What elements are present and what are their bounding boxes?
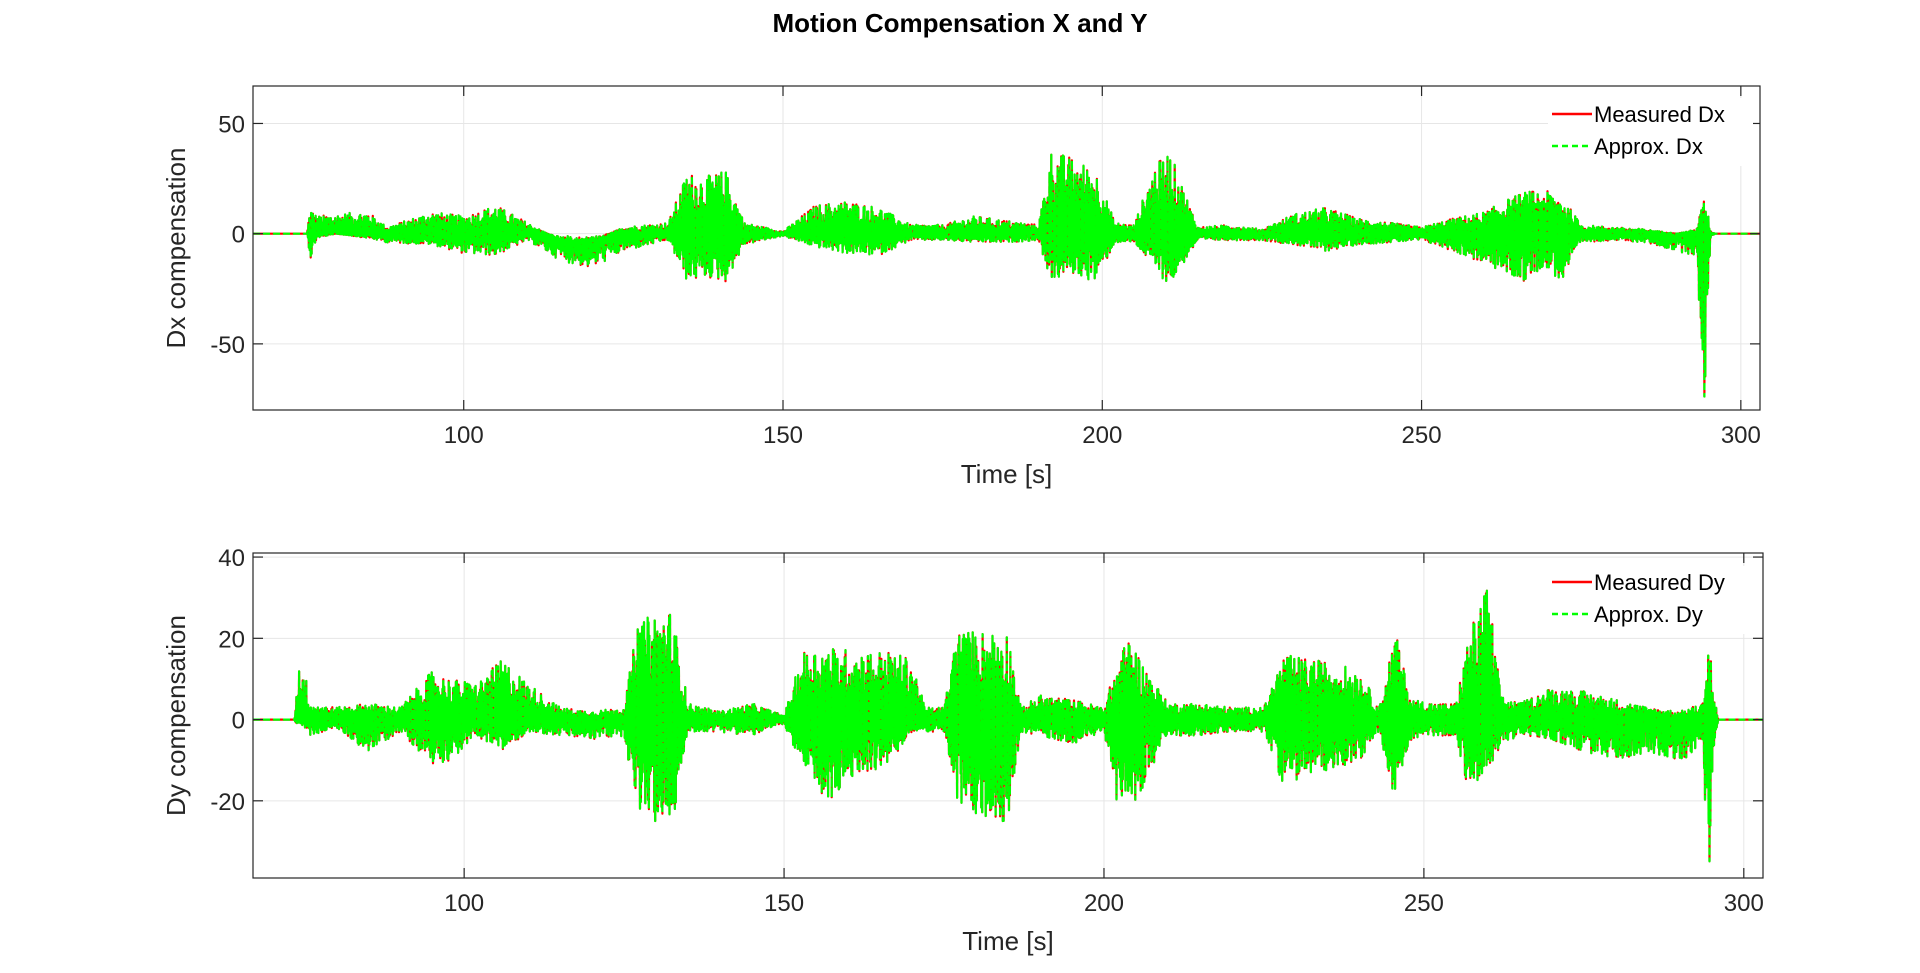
x-axis-label-dx: Time [s] xyxy=(961,459,1052,489)
legend-label-measured-dy: Measured Dy xyxy=(1594,570,1725,595)
x-tick-label: 250 xyxy=(1404,890,1444,917)
series-line-approx xyxy=(252,153,1761,398)
y-axis-label-dy: Dy compensation xyxy=(161,615,191,816)
x-tick-label: 300 xyxy=(1724,890,1764,917)
legend-label-measured-dx: Measured Dx xyxy=(1594,102,1725,127)
legend-dx: Measured Dx Approx. Dx xyxy=(1548,98,1753,166)
x-tick-label: 300 xyxy=(1721,422,1761,449)
x-tick-label: 250 xyxy=(1402,422,1442,449)
figure-title: Motion Compensation X and Y xyxy=(772,8,1148,38)
y-tick-label: 50 xyxy=(218,111,245,138)
y-tick-label: 0 xyxy=(232,222,245,249)
x-tick-label: 150 xyxy=(764,890,804,917)
legend-label-approx-dy: Approx. Dy xyxy=(1594,602,1703,627)
y-tick-label: 40 xyxy=(218,545,245,572)
x-tick-label: 200 xyxy=(1082,422,1122,449)
y-axis-label-dx: Dx compensation xyxy=(161,148,191,349)
series-line-approx xyxy=(252,589,1764,863)
x-tick-label: 150 xyxy=(763,422,803,449)
y-tick-label: -50 xyxy=(210,332,245,359)
legend-box-dx xyxy=(1548,98,1753,166)
legend-box-dy xyxy=(1548,566,1753,634)
x-tick-label: 100 xyxy=(444,422,484,449)
x-tick-label: 200 xyxy=(1084,890,1124,917)
axes-frame-dx xyxy=(252,85,1761,411)
lines-dy xyxy=(252,589,1764,863)
ticks-dy: 100 150 200 250 300 -20 0 20 40 xyxy=(210,545,1764,917)
x-tick-label: 100 xyxy=(444,890,484,917)
axes-dy: 100 150 200 250 300 -20 0 20 40 Time [s] Dy compen… xyxy=(161,545,1764,956)
y-tick-label: -20 xyxy=(210,789,245,816)
axes-frame-dy xyxy=(252,552,1764,879)
legend-dy: Measured Dy Approx. Dy xyxy=(1548,566,1753,634)
axes-dx: 100 150 200 250 300 -50 0 50 Time [s] Dx compensa… xyxy=(161,85,1761,489)
ticks-dx: 100 150 200 250 300 -50 0 50 xyxy=(210,86,1761,449)
y-tick-label: 0 xyxy=(232,708,245,735)
legend-label-approx-dx: Approx. Dx xyxy=(1594,134,1703,159)
x-axis-label-dy: Time [s] xyxy=(962,926,1053,956)
lines-dx xyxy=(252,153,1761,398)
y-tick-label: 20 xyxy=(218,626,245,653)
